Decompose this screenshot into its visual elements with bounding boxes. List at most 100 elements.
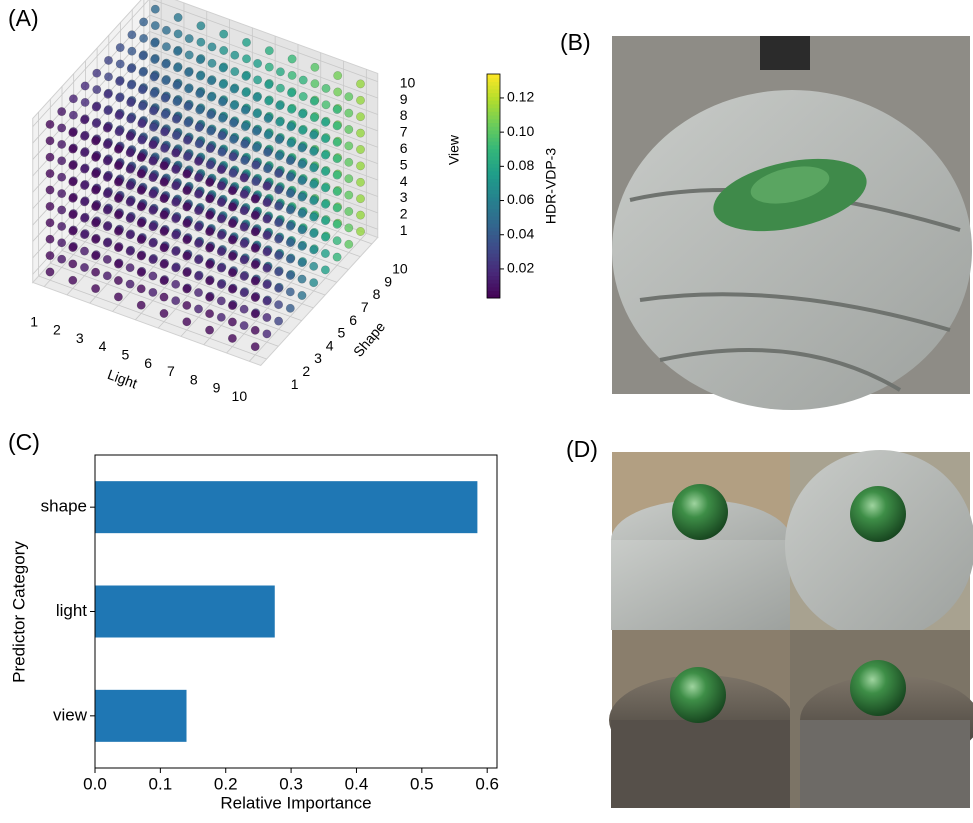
point	[217, 182, 225, 190]
point	[333, 122, 341, 130]
point	[151, 39, 159, 47]
point	[162, 60, 170, 68]
point	[172, 198, 180, 206]
point	[345, 158, 353, 166]
z-tick-label: 10	[400, 74, 416, 90]
z-tick-label: 1	[400, 222, 408, 238]
photo-b	[612, 36, 972, 410]
point	[151, 21, 159, 29]
point	[172, 131, 180, 139]
point	[69, 95, 77, 103]
colorbar-tick-label: 0.08	[507, 157, 534, 173]
point	[58, 255, 66, 263]
point	[194, 239, 202, 247]
point	[80, 263, 88, 271]
z-tick-label: 9	[400, 91, 408, 107]
colorbar-step	[487, 201, 500, 205]
point	[183, 301, 191, 309]
point	[139, 52, 147, 60]
x-tick-label: 4	[99, 338, 107, 354]
point	[310, 197, 318, 205]
point	[228, 285, 236, 293]
point	[240, 321, 248, 329]
point	[333, 171, 341, 179]
colorbar-step	[487, 171, 500, 175]
point	[251, 261, 259, 269]
colorbar-step	[487, 227, 500, 231]
point	[172, 182, 180, 190]
point	[286, 206, 294, 214]
point	[228, 301, 236, 309]
y-tick-label: 2	[302, 363, 310, 379]
point	[194, 272, 202, 280]
y-tick-label: 6	[349, 312, 357, 328]
point	[276, 84, 284, 92]
point	[137, 301, 145, 309]
point	[126, 247, 134, 255]
z-tick-label: 3	[400, 189, 408, 205]
point	[114, 276, 122, 284]
colorbar-step	[487, 253, 500, 257]
point	[172, 149, 180, 157]
point	[252, 144, 260, 152]
point	[321, 151, 329, 159]
y-tick-label: view	[53, 705, 88, 724]
point	[356, 227, 364, 235]
x-tick-label: 3	[76, 330, 84, 346]
point	[228, 219, 236, 227]
point	[103, 255, 111, 263]
point	[92, 103, 100, 111]
point	[160, 144, 168, 152]
y-tick-label: 3	[314, 350, 322, 366]
point	[263, 297, 271, 305]
x-tick-label: 6	[144, 355, 152, 371]
z-tick-label: 8	[400, 107, 408, 123]
point	[126, 182, 134, 190]
colorbar-step	[487, 78, 500, 82]
point	[217, 231, 225, 239]
point	[311, 80, 319, 88]
point	[299, 76, 307, 84]
x-tick-label: 0.1	[149, 774, 173, 793]
point	[137, 153, 145, 161]
colorbar-tick-label: 0.04	[507, 225, 534, 241]
point	[298, 193, 306, 201]
point	[103, 222, 111, 230]
point	[46, 137, 54, 145]
point	[274, 235, 282, 243]
point	[138, 86, 146, 94]
point	[276, 118, 284, 126]
point	[274, 251, 282, 259]
colorbar-step	[487, 74, 500, 78]
point	[298, 126, 306, 134]
point	[126, 280, 134, 288]
point	[356, 113, 364, 121]
point	[196, 89, 204, 97]
point	[286, 255, 294, 263]
colorbar-step	[487, 197, 500, 201]
point	[205, 178, 213, 186]
point	[265, 47, 273, 55]
point	[321, 184, 329, 192]
colorbar-step	[487, 152, 500, 156]
point	[172, 165, 180, 173]
point	[311, 63, 319, 71]
colorbar-step	[487, 249, 500, 253]
point	[104, 73, 112, 81]
point	[242, 72, 250, 80]
photo-d	[609, 450, 973, 808]
point	[321, 233, 329, 241]
point	[126, 165, 134, 173]
point	[183, 203, 191, 211]
point	[172, 231, 180, 239]
point	[356, 211, 364, 219]
point	[46, 219, 54, 227]
colorbar-step	[487, 100, 500, 104]
point	[160, 244, 168, 252]
point	[92, 119, 100, 127]
point	[274, 169, 282, 177]
colorbar-step	[487, 223, 500, 227]
point	[286, 157, 294, 165]
point	[104, 56, 112, 64]
point	[356, 145, 364, 153]
